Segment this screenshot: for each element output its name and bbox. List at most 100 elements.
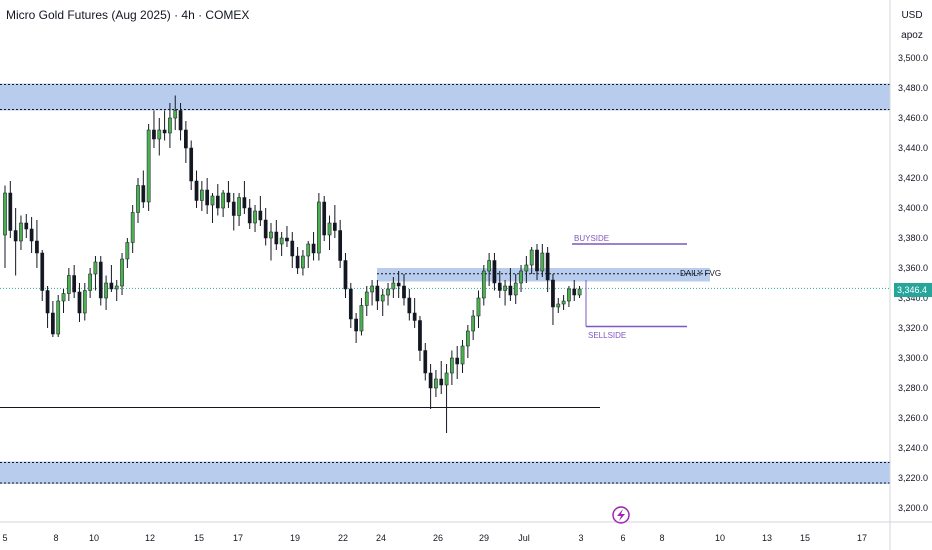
candle-body (269, 231, 273, 239)
candle-body (487, 260, 491, 272)
candle-body (253, 210, 257, 224)
candle-body (460, 345, 465, 365)
candle-body (146, 129, 151, 203)
last-price-tag: 3,346.4 (894, 283, 932, 297)
y-tick-label: 3,340.0 (898, 293, 928, 303)
chart-title: Micro Gold Futures (Aug 2025) · 4h · COM… (6, 8, 250, 22)
candle-body (104, 282, 108, 299)
candle-body (56, 300, 61, 335)
candle-body (295, 255, 300, 269)
y-tick-label: 3,260.0 (898, 413, 928, 423)
candle-body (418, 320, 422, 351)
candle-body (215, 195, 220, 209)
candle-body (285, 237, 289, 242)
x-tick-label: 24 (376, 533, 386, 543)
candle-body (189, 147, 194, 182)
candle-body (508, 285, 513, 296)
candle-body (24, 222, 29, 230)
candle-body (519, 270, 523, 284)
candle-body (450, 357, 454, 374)
candle-body (130, 212, 135, 243)
candle-body (263, 219, 268, 239)
candle-body (327, 222, 332, 236)
zone-rect (0, 461, 890, 484)
lightning-icon-bolt (617, 509, 625, 521)
candle-body (577, 288, 582, 296)
x-tick-label: 29 (479, 533, 489, 543)
candle-body (173, 110, 178, 119)
y-tick-label: 3,220.0 (898, 473, 928, 483)
x-tick-label: 17 (233, 533, 243, 543)
lightning-icon-circle (612, 506, 630, 524)
candle-body (359, 305, 364, 332)
candle-body (332, 222, 337, 231)
candle-body (61, 293, 66, 302)
candle-body (51, 312, 55, 335)
candle-body (141, 185, 146, 203)
y-tick-label: 3,360.0 (898, 263, 928, 273)
x-tick-label: 17 (857, 533, 867, 543)
candle-body (471, 315, 476, 332)
x-tick-label: 8 (53, 533, 58, 543)
candle-body (343, 260, 348, 290)
candle-body (412, 312, 417, 321)
x-tick-label: 3 (578, 533, 583, 543)
candle-body (402, 285, 406, 299)
candle-body (306, 243, 311, 257)
x-tick-label: Jul (518, 533, 530, 543)
candle-body (535, 249, 539, 272)
candle-body (194, 180, 199, 201)
candle-body (157, 129, 162, 140)
y-tick-label: 3,200.0 (898, 503, 928, 513)
candle-body (29, 228, 34, 242)
zone-rect (377, 268, 710, 282)
candle-body (178, 110, 183, 131)
candle-body (205, 189, 210, 206)
candle-body (98, 261, 103, 299)
x-tick-label: 13 (762, 533, 772, 543)
y-tick-label: 3,480.0 (898, 83, 928, 93)
candle-body (274, 231, 279, 245)
candle-body (572, 288, 577, 296)
x-tick-label: 15 (194, 533, 204, 543)
candle-body (8, 192, 13, 231)
candle-body (465, 330, 470, 347)
candle-body (380, 294, 385, 302)
candle-body (242, 197, 247, 209)
candle-body (476, 297, 481, 317)
candle-body (152, 129, 156, 140)
x-tick-label: 10 (715, 533, 725, 543)
currency-selector[interactable]: USD apoz (895, 6, 929, 46)
x-tick-label: 15 (800, 533, 810, 543)
candle-body (375, 285, 380, 302)
candle-body (407, 297, 412, 314)
candle-body (136, 185, 140, 213)
candle-body (540, 252, 545, 272)
zones-layer (0, 83, 890, 484)
candle-body (439, 378, 444, 386)
annotation-label: BUYSIDE (574, 234, 609, 243)
y-tick-label: 3,420.0 (898, 173, 928, 183)
candle-body (301, 255, 305, 269)
candle-body (561, 300, 566, 305)
y-tick-label: 3,380.0 (898, 233, 928, 243)
y-tick-label: 3,460.0 (898, 113, 928, 123)
candle-body (45, 290, 50, 314)
candle-body (428, 372, 433, 389)
candle-body (77, 291, 82, 314)
candle-body (317, 201, 321, 254)
x-tick-label: 19 (290, 533, 300, 543)
candle-body (231, 201, 236, 216)
x-tick-label: 10 (89, 533, 99, 543)
candle-body (82, 290, 87, 314)
candle-body (109, 282, 114, 290)
y-tick-label: 3,320.0 (898, 323, 928, 333)
candle-body (492, 260, 497, 284)
candles-layer (3, 95, 582, 433)
y-tick-label: 3,300.0 (898, 353, 928, 363)
candle-body (221, 192, 225, 209)
currency-label: USD (901, 10, 923, 21)
